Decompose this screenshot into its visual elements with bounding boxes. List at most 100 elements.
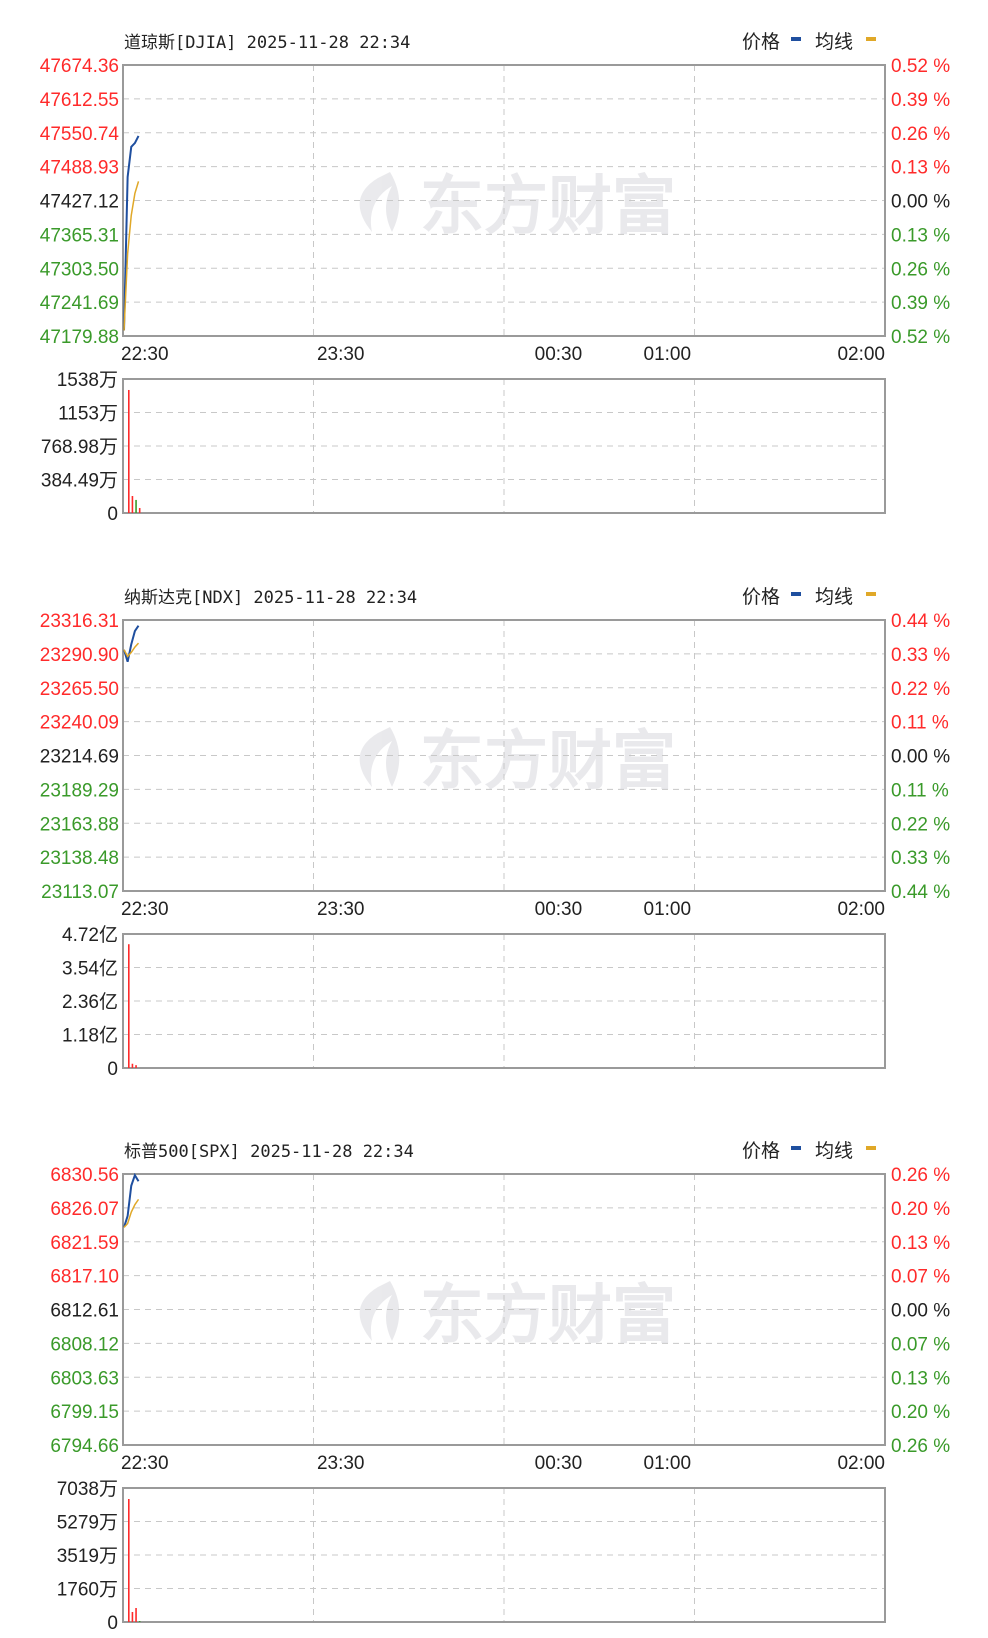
percent-axis-label: 0.13 %	[891, 225, 950, 246]
percent-axis-label: 0.00 %	[891, 192, 950, 213]
price-axis-label: 47179.88	[40, 327, 119, 348]
average-line	[123, 642, 140, 658]
percent-axis-label: 0.33 %	[891, 645, 950, 666]
volume-axis-label: 1538万	[57, 370, 118, 391]
percent-axis-label: 0.13 %	[891, 1233, 950, 1254]
volume-axis-label: 1153万	[58, 404, 118, 425]
time-axis-label: 22:30	[121, 344, 169, 365]
percent-axis-label: 0.20 %	[891, 1402, 950, 1423]
legend-price-label: 价格	[742, 1140, 780, 1162]
percent-axis-label: 0.52 %	[891, 327, 950, 348]
volume-axis-label: 3519万	[57, 1546, 118, 1567]
price-axis-label: 6794.66	[50, 1436, 119, 1457]
time-axis-label: 22:30	[121, 1453, 169, 1474]
price-axis-label: 23265.50	[40, 679, 119, 700]
time-axis-label: 02:00	[837, 344, 885, 365]
price-axis-label: 23316.31	[40, 611, 119, 632]
price-axis-label: 47303.50	[40, 259, 119, 280]
legend-avg-label: 均线	[815, 1140, 853, 1162]
price-axis-label: 6821.59	[50, 1233, 119, 1254]
price-line	[123, 1172, 140, 1228]
percent-axis-label: 0.26 %	[891, 259, 950, 280]
price-axis-label: 47674.36	[40, 56, 119, 77]
volume-axis-label: 5279万	[57, 1513, 118, 1534]
time-axis-label: 23:30	[317, 344, 365, 365]
legend-avg-swatch	[866, 1146, 876, 1150]
time-axis-label: 00:30	[535, 1453, 583, 1474]
volume-axis-label: 0	[107, 1613, 118, 1634]
percent-axis-label: 0.26 %	[891, 124, 950, 145]
price-axis-label: 47427.12	[40, 192, 119, 213]
percent-axis-label: 0.11 %	[891, 713, 949, 734]
percent-axis-label: 0.26 %	[891, 1436, 950, 1457]
legend-price-label: 价格	[742, 586, 780, 608]
legend-avg-label: 均线	[815, 586, 853, 608]
price-axis-label: 23214.69	[40, 747, 119, 768]
price-chart-frame	[122, 619, 886, 892]
volume-bar	[128, 389, 130, 513]
volume-axis-label: 7038万	[57, 1479, 118, 1500]
price-axis-label: 6812.61	[50, 1301, 119, 1322]
volume-axis-label: 4.72亿	[62, 924, 118, 946]
volume-axis-label: 1.18亿	[62, 1025, 118, 1047]
volume-chart-frame	[122, 933, 886, 1069]
percent-axis-label: 0.39 %	[891, 90, 950, 111]
volume-bar	[131, 1063, 134, 1068]
watermark-swoosh-icon	[359, 1281, 400, 1341]
time-axis-label: 23:30	[317, 1453, 365, 1474]
volume-axis-label: 3.54亿	[62, 958, 118, 980]
percent-axis-label: 0.00 %	[891, 1301, 950, 1322]
price-axis-label: 23290.90	[40, 645, 119, 666]
percent-axis-label: 0.11 %	[891, 780, 949, 801]
price-axis-label: 6799.15	[50, 1402, 119, 1423]
volume-axis-label: 384.49万	[41, 471, 118, 492]
volume-bar	[128, 944, 130, 1068]
legend-price-swatch	[791, 37, 801, 41]
time-axis-label: 02:00	[837, 899, 885, 920]
price-axis-label: 6830.56	[50, 1165, 119, 1186]
volume-bar	[131, 496, 134, 513]
price-axis-label: 23189.29	[40, 780, 119, 801]
percent-axis-label: 0.07 %	[891, 1267, 950, 1288]
price-axis-label: 23240.09	[40, 713, 119, 734]
percent-axis-label: 0.20 %	[891, 1199, 950, 1220]
volume-bar	[131, 1612, 134, 1622]
legend-avg-swatch	[866, 592, 876, 596]
price-line	[123, 625, 140, 663]
legend-price-swatch	[791, 1146, 801, 1150]
volume-chart-frame	[122, 378, 886, 514]
legend-price-label: 价格	[742, 31, 780, 53]
price-axis-label: 23163.88	[40, 814, 119, 835]
time-axis-label: 01:00	[644, 1453, 692, 1474]
time-axis-label: 02:00	[837, 1453, 885, 1474]
volume-bar	[138, 1621, 141, 1622]
volume-bar	[138, 508, 141, 513]
average-line	[123, 181, 140, 331]
price-axis-label: 23138.48	[40, 848, 119, 869]
legend-avg-swatch	[866, 37, 876, 41]
chart-title: 道琼斯[DJIA] 2025-11-28 22:34	[124, 33, 410, 53]
volume-axis-label: 2.36亿	[62, 991, 118, 1013]
time-axis-label: 00:30	[535, 344, 583, 365]
percent-axis-label: 0.26 %	[891, 1165, 950, 1186]
watermark-swoosh-icon	[359, 172, 400, 232]
price-axis-label: 47612.55	[40, 90, 119, 111]
percent-axis-label: 0.52 %	[891, 56, 950, 77]
price-axis-label: 6826.07	[50, 1199, 119, 1220]
watermark-text: 东方财富	[420, 170, 676, 244]
time-axis-label: 01:00	[644, 899, 692, 920]
price-axis-label: 6817.10	[50, 1267, 119, 1288]
percent-axis-label: 0.13 %	[891, 1368, 950, 1389]
chart-title: 标普500[SPX] 2025-11-28 22:34	[124, 1142, 414, 1162]
watermark-logo: 东方财富	[359, 1279, 676, 1353]
time-axis-label: 22:30	[121, 899, 169, 920]
percent-axis-label: 0.44 %	[891, 882, 950, 903]
percent-axis-label: 0.00 %	[891, 747, 950, 768]
time-axis-label: 01:00	[644, 344, 692, 365]
volume-axis-label: 0	[107, 1059, 118, 1080]
price-axis-label: 23113.07	[41, 882, 119, 903]
watermark-text: 东方财富	[420, 725, 676, 799]
percent-axis-label: 0.33 %	[891, 848, 950, 869]
